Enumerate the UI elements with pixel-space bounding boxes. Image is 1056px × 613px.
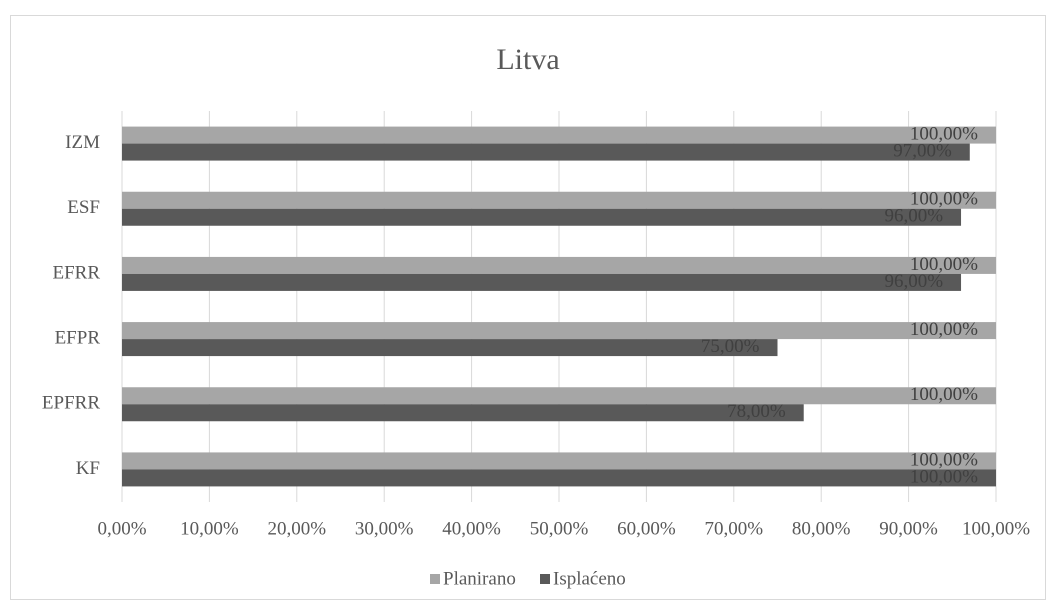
bar <box>122 126 996 144</box>
value-label: 100,00% <box>910 449 978 470</box>
value-label: 100,00% <box>910 319 978 340</box>
bar <box>122 339 778 357</box>
x-tick-label: 70,00% <box>705 518 764 539</box>
y-tick-label: KF <box>76 458 100 479</box>
legend-label: Isplaćeno <box>553 568 626 589</box>
value-label: 100,00% <box>910 123 978 144</box>
y-tick-label: EFRR <box>52 262 100 283</box>
y-tick-label: EPFRR <box>42 393 100 414</box>
x-tick-label: 80,00% <box>792 518 851 539</box>
y-tick-label: ESF <box>67 197 100 218</box>
legend-label: Planirano <box>443 568 516 589</box>
x-tick-label: 60,00% <box>617 518 676 539</box>
value-label: 100,00% <box>910 466 978 487</box>
legend-swatch <box>540 574 550 584</box>
value-label: 96,00% <box>884 206 943 227</box>
value-label: 75,00% <box>701 336 760 357</box>
value-label: 96,00% <box>884 271 943 292</box>
legend-swatch <box>430 574 440 584</box>
x-tick-label: 100,00% <box>962 518 1030 539</box>
x-tick-label: 30,00% <box>355 518 414 539</box>
y-tick-label: EFPR <box>55 327 101 348</box>
x-tick-label: 0,00% <box>97 518 146 539</box>
bar <box>122 191 996 209</box>
bar <box>122 256 996 274</box>
value-label: 100,00% <box>910 254 978 275</box>
value-label: 100,00% <box>910 189 978 210</box>
x-tick-label: 10,00% <box>180 518 239 539</box>
bar <box>122 387 996 405</box>
value-label: 78,00% <box>727 401 786 422</box>
x-tick-label: 40,00% <box>442 518 501 539</box>
bar <box>122 452 996 470</box>
chart-title: Litva <box>496 43 559 76</box>
y-tick-label: IZM <box>65 132 100 153</box>
bar <box>122 404 804 422</box>
bar <box>122 469 996 487</box>
value-label: 97,00% <box>893 140 952 161</box>
bar <box>122 208 962 226</box>
x-tick-label: 50,00% <box>530 518 589 539</box>
chart-border <box>10 15 1046 600</box>
value-label: 100,00% <box>910 384 978 405</box>
x-tick-label: 20,00% <box>268 518 327 539</box>
x-tick-label: 90,00% <box>879 518 938 539</box>
bar <box>122 322 996 340</box>
bar <box>122 273 962 291</box>
bar <box>122 143 970 161</box>
